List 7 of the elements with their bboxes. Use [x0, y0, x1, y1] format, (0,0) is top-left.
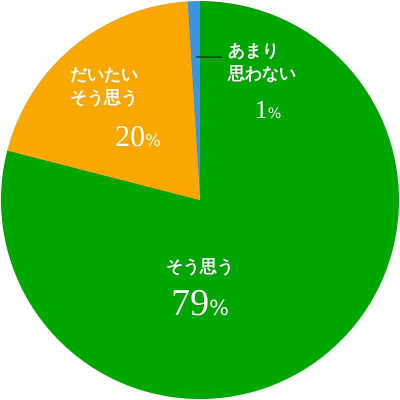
pie-slice: [7, 1, 200, 200]
data-label: 20%: [115, 120, 161, 153]
data-label: 79%: [171, 282, 229, 324]
slice-label: あまり思わない: [227, 41, 296, 84]
data-label: 1%: [254, 95, 282, 124]
slice-label: だいたいそう思う: [70, 65, 138, 108]
slice-label: そう思う: [166, 257, 234, 277]
